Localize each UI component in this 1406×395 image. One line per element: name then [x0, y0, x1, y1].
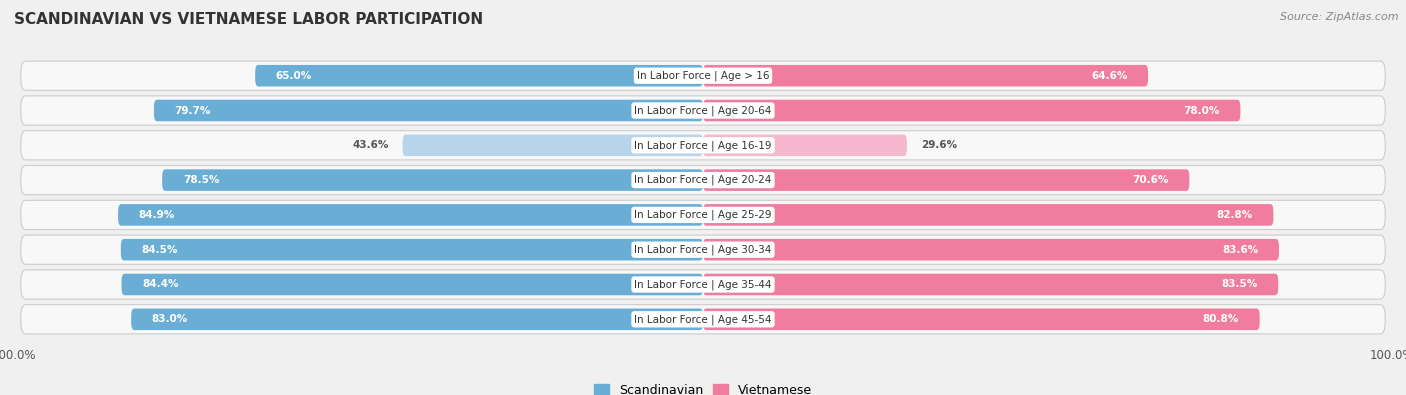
Text: In Labor Force | Age 20-64: In Labor Force | Age 20-64 — [634, 105, 772, 116]
Text: 82.8%: 82.8% — [1216, 210, 1253, 220]
FancyBboxPatch shape — [21, 270, 1385, 299]
FancyBboxPatch shape — [256, 65, 703, 87]
Text: 29.6%: 29.6% — [921, 140, 957, 150]
FancyBboxPatch shape — [121, 274, 703, 295]
Text: 78.5%: 78.5% — [183, 175, 219, 185]
Text: 64.6%: 64.6% — [1091, 71, 1128, 81]
FancyBboxPatch shape — [21, 61, 1385, 90]
Text: 78.0%: 78.0% — [1184, 105, 1220, 115]
Text: In Labor Force | Age 16-19: In Labor Force | Age 16-19 — [634, 140, 772, 150]
FancyBboxPatch shape — [21, 96, 1385, 125]
Text: In Labor Force | Age 45-54: In Labor Force | Age 45-54 — [634, 314, 772, 325]
Text: SCANDINAVIAN VS VIETNAMESE LABOR PARTICIPATION: SCANDINAVIAN VS VIETNAMESE LABOR PARTICI… — [14, 12, 484, 27]
FancyBboxPatch shape — [703, 204, 1274, 226]
FancyBboxPatch shape — [21, 200, 1385, 229]
Text: Source: ZipAtlas.com: Source: ZipAtlas.com — [1281, 12, 1399, 22]
FancyBboxPatch shape — [703, 308, 1260, 330]
Text: 84.9%: 84.9% — [139, 210, 174, 220]
Text: In Labor Force | Age 20-24: In Labor Force | Age 20-24 — [634, 175, 772, 185]
Text: 84.4%: 84.4% — [142, 280, 179, 290]
FancyBboxPatch shape — [703, 65, 1149, 87]
FancyBboxPatch shape — [21, 305, 1385, 334]
Text: In Labor Force | Age > 16: In Labor Force | Age > 16 — [637, 70, 769, 81]
Text: 83.6%: 83.6% — [1222, 245, 1258, 255]
Text: In Labor Force | Age 25-29: In Labor Force | Age 25-29 — [634, 210, 772, 220]
FancyBboxPatch shape — [703, 169, 1189, 191]
Text: 43.6%: 43.6% — [353, 140, 389, 150]
Text: 70.6%: 70.6% — [1132, 175, 1168, 185]
Text: 83.0%: 83.0% — [152, 314, 188, 324]
FancyBboxPatch shape — [118, 204, 703, 226]
FancyBboxPatch shape — [21, 131, 1385, 160]
FancyBboxPatch shape — [703, 100, 1240, 121]
FancyBboxPatch shape — [703, 135, 907, 156]
Text: In Labor Force | Age 30-34: In Labor Force | Age 30-34 — [634, 245, 772, 255]
FancyBboxPatch shape — [703, 239, 1279, 260]
FancyBboxPatch shape — [121, 239, 703, 260]
FancyBboxPatch shape — [703, 274, 1278, 295]
Text: 65.0%: 65.0% — [276, 71, 312, 81]
FancyBboxPatch shape — [131, 308, 703, 330]
FancyBboxPatch shape — [153, 100, 703, 121]
FancyBboxPatch shape — [402, 135, 703, 156]
Text: 83.5%: 83.5% — [1222, 280, 1257, 290]
Text: 80.8%: 80.8% — [1202, 314, 1239, 324]
FancyBboxPatch shape — [21, 235, 1385, 264]
FancyBboxPatch shape — [162, 169, 703, 191]
FancyBboxPatch shape — [21, 166, 1385, 195]
Legend: Scandinavian, Vietnamese: Scandinavian, Vietnamese — [589, 379, 817, 395]
Text: 79.7%: 79.7% — [174, 105, 211, 115]
Text: In Labor Force | Age 35-44: In Labor Force | Age 35-44 — [634, 279, 772, 290]
Text: 84.5%: 84.5% — [142, 245, 179, 255]
